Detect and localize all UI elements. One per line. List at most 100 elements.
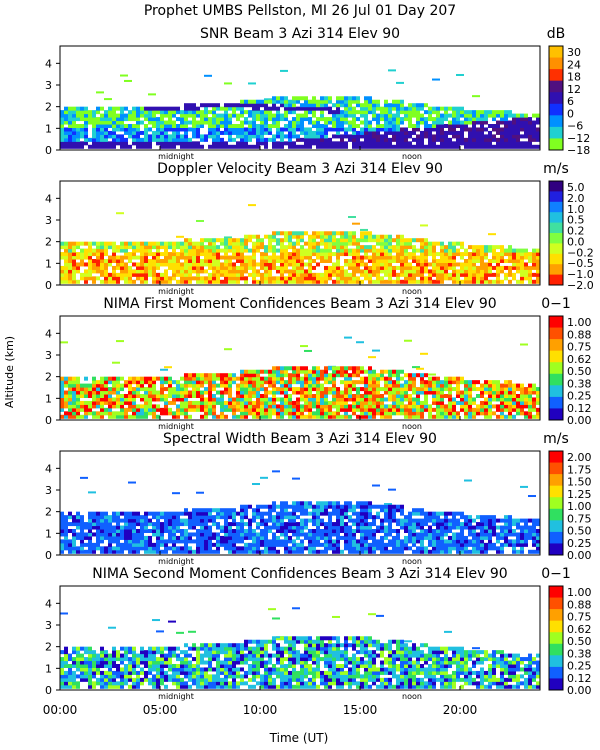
echo-cell: [320, 504, 324, 509]
echo-cell: [264, 259, 268, 263]
echo-cell: [240, 515, 244, 520]
echo-cell: [408, 262, 412, 267]
echo-cell: [172, 546, 176, 551]
echo-cell: [424, 404, 428, 409]
echo-cell: [236, 525, 240, 530]
echo-cell: [472, 110, 476, 115]
echo-cell: [520, 117, 524, 122]
echo-cell: [416, 248, 420, 253]
echo-cell: [212, 518, 216, 523]
echo-cell: [160, 390, 164, 395]
echo-cell: [216, 522, 220, 527]
echo-cell: [240, 546, 244, 551]
echo-cell: [336, 96, 340, 101]
echo-cell: [76, 127, 80, 132]
echo-cell: [100, 390, 104, 395]
echo-cell: [280, 99, 284, 104]
echo-cell: [252, 272, 256, 277]
echo-cell: [396, 120, 400, 125]
echo-cell: [92, 525, 96, 530]
echo-cell: [384, 369, 388, 374]
echo-cell: [340, 511, 344, 516]
echo-cell: [300, 404, 304, 409]
echo-cell: [192, 518, 196, 523]
echo-cell: [472, 259, 476, 263]
echo-cell: [64, 262, 68, 267]
echo-cell: [364, 504, 368, 509]
echo-cell: [224, 518, 228, 523]
echo-cell: [128, 383, 132, 388]
echo-cell: [364, 141, 368, 146]
echo-cell: [452, 265, 456, 270]
echo-cell: [176, 394, 180, 398]
echo-cell: [336, 117, 340, 122]
echo-cell: [348, 504, 352, 509]
echo-cell: [404, 387, 408, 392]
echo-cell: [128, 241, 132, 246]
echo-cell: [252, 113, 256, 118]
echo-cell: [132, 532, 136, 537]
echo-cell: [524, 127, 528, 132]
echo-cell: [512, 141, 516, 146]
echo-cell: [108, 539, 112, 544]
echo-cell: [424, 110, 428, 115]
echo-cell: [200, 397, 204, 402]
echo-cell: [448, 394, 452, 398]
echo-cell: [476, 117, 480, 122]
echo-cell: [64, 539, 68, 544]
echo-cell: [356, 522, 360, 527]
echo-cell: [72, 404, 76, 409]
echo-cell: [192, 404, 196, 409]
echo-cell: [156, 394, 160, 398]
echo-cell: [396, 141, 400, 146]
echo-cell: [332, 532, 336, 537]
echo-cell: [392, 369, 396, 374]
echo-cell: [328, 542, 332, 547]
echo-cell: [256, 110, 260, 115]
echo-cell: [272, 394, 276, 398]
echo-cell: [228, 511, 232, 516]
echo-cell: [388, 106, 392, 111]
echo-cell: [400, 394, 404, 398]
echo-cell: [400, 137, 404, 142]
echo-cell: [360, 272, 364, 277]
echo-cell: [272, 501, 276, 506]
echo-cell: [304, 231, 308, 236]
echo-cell: [176, 130, 180, 135]
echo-cell: [448, 404, 452, 409]
echo-cell: [212, 269, 216, 274]
echo-cell: [388, 241, 392, 246]
echo-cell: [104, 252, 108, 257]
echo-cell: [64, 276, 68, 281]
echo-cell: [376, 515, 380, 520]
echo-cell: [244, 546, 248, 551]
echo-cell: [472, 262, 476, 267]
echo-cell: [272, 549, 276, 554]
echo-cell: [76, 137, 80, 142]
echo-cell: [352, 234, 356, 239]
echo-cell: [172, 144, 176, 149]
echo-cell: [348, 501, 352, 506]
echo-cell: [368, 265, 372, 270]
colorbar-segment: [549, 80, 563, 93]
echo-cell: [356, 549, 360, 554]
echo-cell: [356, 414, 360, 419]
echo-cell: [324, 279, 328, 284]
echo-cell: [372, 407, 376, 412]
echo-cell: [140, 255, 144, 260]
echo-cell: [396, 272, 400, 277]
echo-cell: [196, 535, 200, 540]
echo-cell: [320, 141, 324, 146]
echo-cell: [164, 525, 168, 530]
echo-cell: [348, 539, 352, 544]
echo-cell: [520, 252, 524, 257]
echo-cell: [124, 529, 128, 533]
echo-cell: [384, 272, 388, 277]
echo-cell: [64, 137, 68, 142]
echo-cell: [156, 529, 160, 533]
echo-cell: [140, 279, 144, 284]
echo-cell: [380, 397, 384, 402]
echo-cell: [324, 508, 328, 513]
echo-cell: [352, 373, 356, 378]
echo-cell: [528, 279, 532, 284]
